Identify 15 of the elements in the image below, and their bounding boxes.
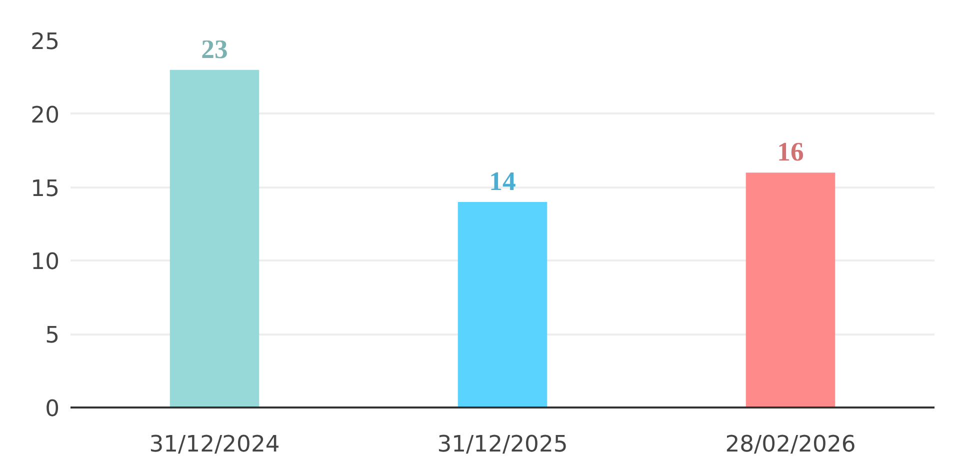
y-tick-label: 10 (30, 249, 60, 276)
data-label: 16 (777, 136, 804, 167)
bar (458, 202, 548, 408)
y-tick-label: 5 (45, 322, 60, 349)
y-tick-label: 15 (30, 176, 60, 202)
bar (170, 70, 260, 408)
x-tick-label: 28/02/2026 (725, 432, 856, 458)
y-tick-label: 20 (30, 102, 60, 128)
bar (746, 172, 836, 408)
data-label: 23 (201, 34, 228, 64)
y-tick-label: 25 (30, 29, 60, 55)
y-tick-label: 0 (45, 396, 60, 422)
data-label: 14 (489, 166, 516, 196)
x-tick-label: 31/12/2025 (437, 432, 568, 458)
x-tick-label: 31/12/2024 (149, 432, 280, 458)
